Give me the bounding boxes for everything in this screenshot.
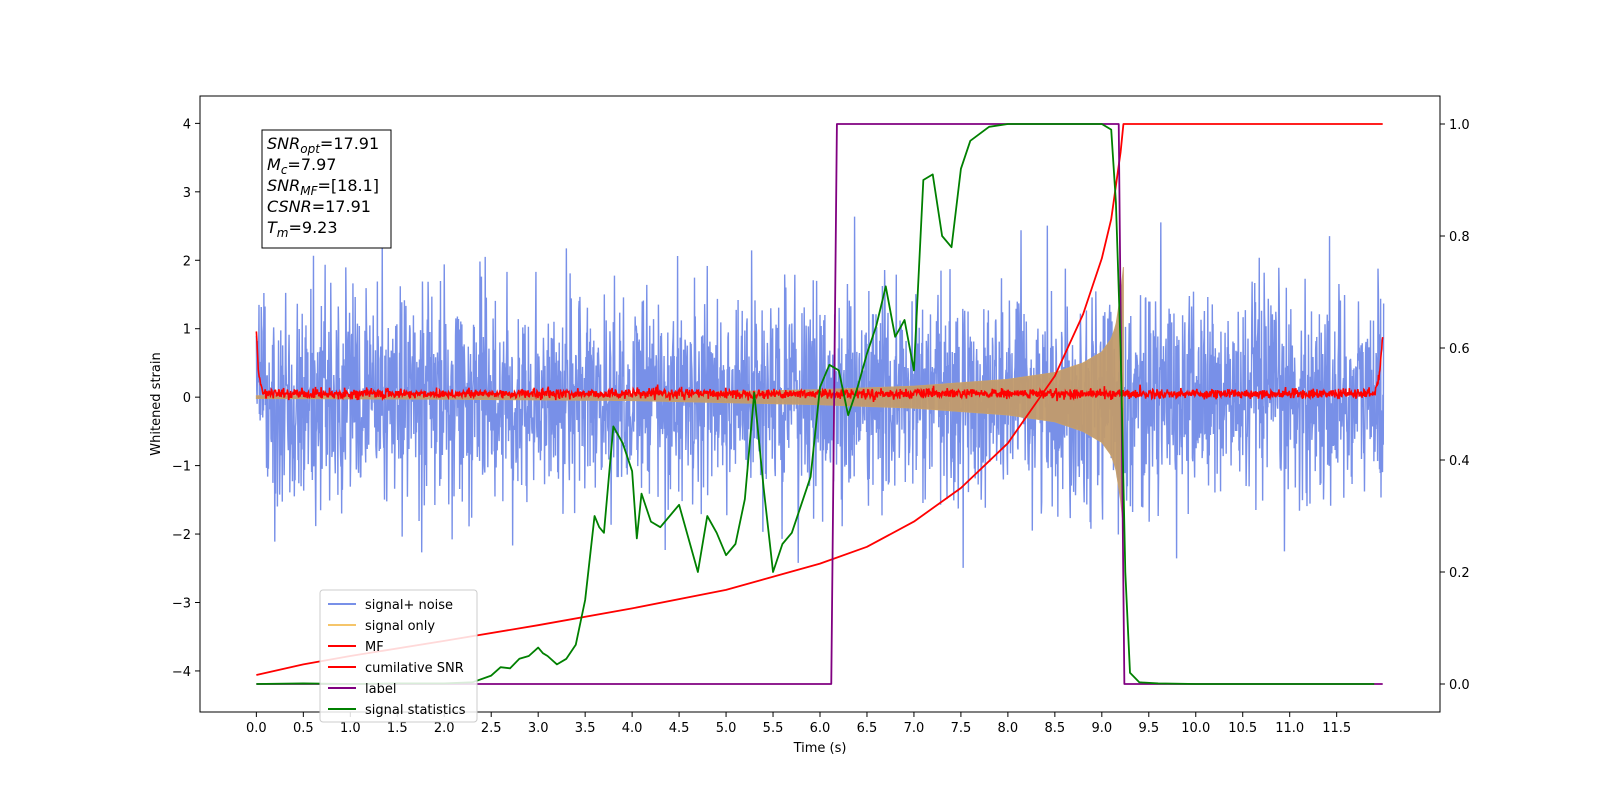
x-tick-label: 1.0 [340,721,361,736]
x-tick-label: 4.0 [622,721,643,736]
series-line-signal-noise [255,216,1385,568]
annotation-subscript: m [277,226,289,240]
annotation-subscript: MF [300,184,318,198]
annotation-value: =17.91 [312,197,371,216]
y-right-tick-label: 0.0 [1449,678,1470,693]
legend-label: MF [365,640,384,655]
x-tick-label: 7.0 [904,721,925,736]
annotation-value: =[18.1] [318,176,380,195]
annotation-subscript: c [281,163,288,177]
annotation-value: =7.97 [287,155,336,174]
y-tick-label: 3 [183,186,191,201]
y-right-tick-label: 1.0 [1449,118,1470,133]
x-tick-label: 6.0 [810,721,831,736]
y-tick-label: −2 [172,528,191,543]
annotation-frame [261,129,392,249]
legend-label: label [365,682,396,697]
annotation-symbol: CSNR [267,197,312,216]
x-tick-label: 7.5 [951,721,972,736]
legend-label: cumilative SNR [365,661,464,676]
legend-frame [319,589,478,723]
x-tick-label: 5.5 [763,721,784,736]
y-axis-label: Whitened strain [149,352,164,455]
x-tick-label: 11.0 [1275,721,1304,736]
legend-label: signal only [365,619,435,634]
x-tick-label: 9.0 [1091,721,1112,736]
x-tick-label: 5.0 [716,721,737,736]
x-tick-label: 11.5 [1322,721,1351,736]
info-annotation-box: SNRopt=17.91Mc=7.97SNRMF=[18.1]CSNR=17.9… [261,129,392,249]
legend-label: signal+ noise [365,598,453,613]
x-tick-label: 3.5 [575,721,596,736]
x-tick-label: 10.5 [1228,721,1257,736]
plot-area [255,123,1385,685]
y-tick-label: 1 [183,323,191,338]
series-line-signal-statistics [256,123,1375,685]
annotation-line: CSNR=17.91 [267,197,371,216]
x-tick-label: 8.5 [1045,721,1066,736]
y-right-tick-label: 0.2 [1449,566,1470,581]
annotation-symbol: T [267,218,278,237]
y-tick-label: −4 [172,665,191,680]
annotation-value: =17.91 [320,134,379,153]
annotation-value: =9.23 [288,218,337,237]
x-tick-label: 2.5 [481,721,502,736]
annotation-line: Tm=9.23 [267,218,338,240]
x-tick-label: 2.0 [434,721,455,736]
x-tick-label: 6.5 [857,721,878,736]
legend-label: signal statistics [365,703,466,718]
annotation-symbol: M [267,155,281,174]
y-tick-label: −3 [172,596,191,611]
x-tick-label: 0.5 [293,721,314,736]
y-right-tick-label: 0.6 [1449,342,1470,357]
x-tick-label: 4.5 [669,721,690,736]
annotation-symbol: SNR [267,176,300,195]
annotation-line: Mc=7.97 [267,155,336,177]
x-tick-label: 9.5 [1138,721,1159,736]
y-tick-label: −1 [172,460,191,475]
legend: signal+ noise signal only MF cumilative SNR… [319,589,478,723]
y-axis-left-ticks: −4 −3 −2 −1 0 1 2 3 4 [172,117,200,680]
y-right-tick-label: 0.8 [1449,230,1470,245]
x-axis-ticks: 0.0 0.5 1.0 1.5 2.0 2.5 3.0 3.5 4.0 4.5 5.0 5.5 6.0 6… [246,712,1351,736]
y-right-tick-label: 0.4 [1449,454,1470,469]
y-axis-right-ticks: 0.0 0.2 0.4 0.6 0.8 1.0 [1440,118,1470,693]
annotation-line: SNRMF=[18.1] [267,176,379,198]
annotation-line: SNRopt=17.91 [267,134,379,156]
y-tick-label: 0 [183,391,191,406]
x-axis-label: Time (s) [793,741,847,756]
x-tick-label: 0.0 [246,721,267,736]
x-tick-label: 10.0 [1181,721,1210,736]
x-tick-label: 1.5 [387,721,408,736]
x-tick-label: 8.0 [998,721,1019,736]
y-tick-label: 4 [183,117,191,132]
x-tick-label: 3.0 [528,721,549,736]
annotation-symbol: SNR [267,134,300,153]
annotation-subscript: opt [300,142,321,156]
y-tick-label: 2 [183,254,191,269]
